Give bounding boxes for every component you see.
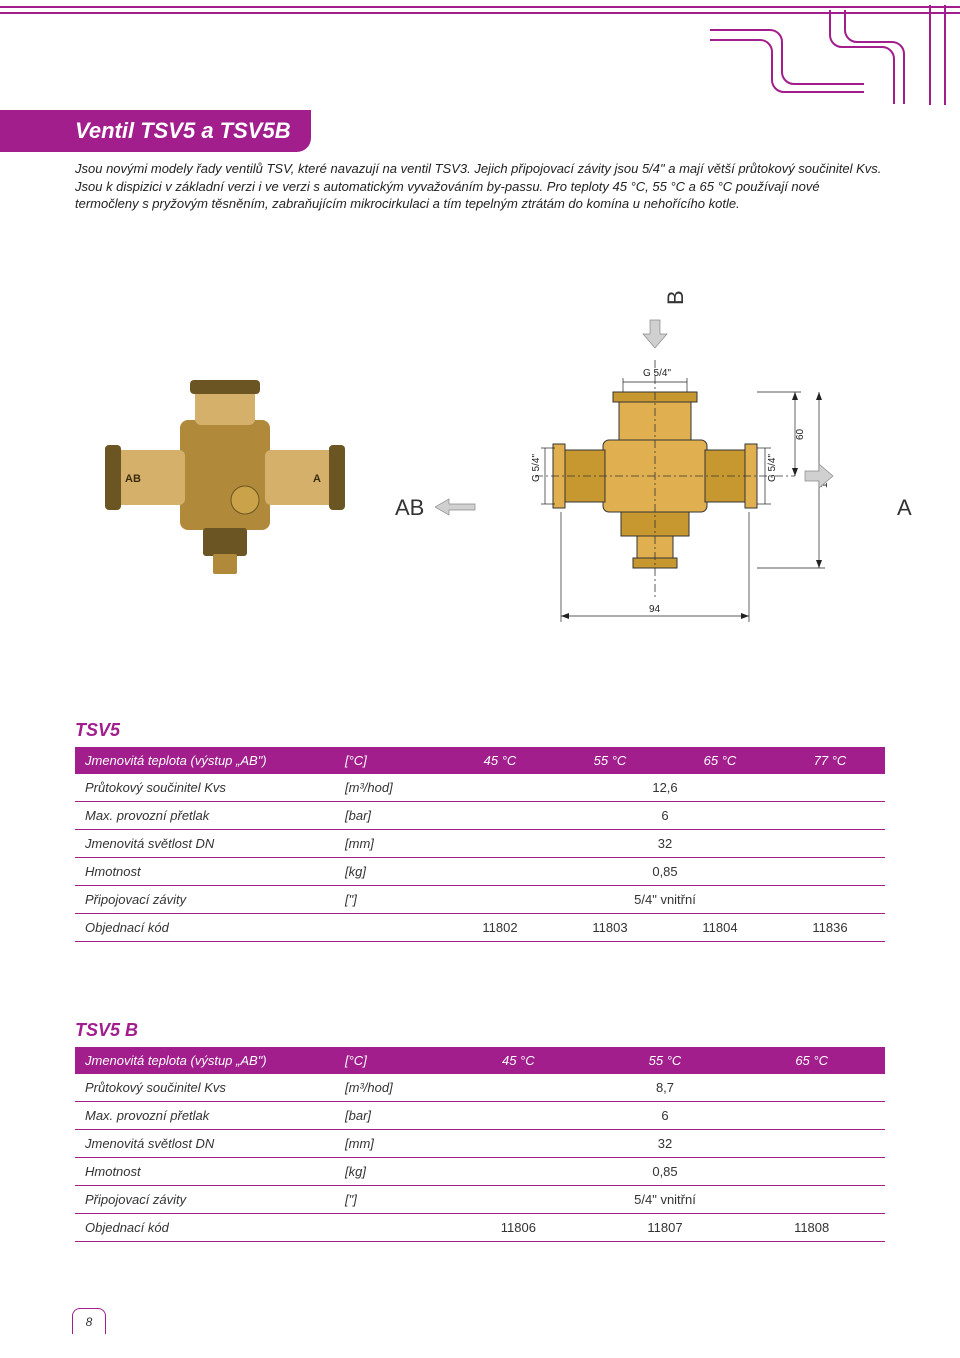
table-row: Hmotnost[kg]0,85 bbox=[75, 858, 885, 886]
figure-area: AB A AB B A G 5/4" bbox=[75, 290, 885, 670]
tsv5b-header-row: Jmenovitá teplota (výstup „AB") [°C] 45 … bbox=[75, 1047, 885, 1074]
tsv5b-title: TSV5 B bbox=[75, 1020, 885, 1041]
tsv5-title: TSV5 bbox=[75, 720, 885, 741]
header-temp: 45 °C bbox=[445, 1047, 592, 1074]
header-unit: [°C] bbox=[335, 1047, 445, 1074]
thread-left-label: G 5/4" bbox=[531, 454, 542, 482]
thread-top-label: G 5/4" bbox=[643, 368, 671, 379]
table-row: Hmotnost[kg]0,85 bbox=[75, 1158, 885, 1186]
header-label: Jmenovitá teplota (výstup „AB") bbox=[75, 1047, 335, 1074]
header-unit: [°C] bbox=[335, 747, 445, 774]
dim-94: 94 bbox=[649, 604, 661, 615]
header-temp: 77 °C bbox=[775, 747, 885, 774]
valve-photo: AB A bbox=[85, 350, 365, 600]
tsv5b-table: Jmenovitá teplota (výstup „AB") [°C] 45 … bbox=[75, 1047, 885, 1242]
table-row: Připojovací závity["]5/4" vnitřní bbox=[75, 1186, 885, 1214]
table-row-order: Objednací kód 11802 11803 11804 11836 bbox=[75, 914, 885, 942]
corner-pattern-icon bbox=[700, 0, 960, 120]
table-row: Jmenovitá světlost DN[mm]32 bbox=[75, 830, 885, 858]
table-row: Max. provozní přetlak[bar]6 bbox=[75, 802, 885, 830]
arrow-left-icon bbox=[435, 495, 479, 519]
thread-right-label: G 5/4" bbox=[767, 454, 778, 482]
header-temp: 55 °C bbox=[592, 1047, 739, 1074]
table-row: Připojovací závity["]5/4" vnitřní bbox=[75, 886, 885, 914]
dim-60: 60 bbox=[795, 428, 806, 440]
tsv5-header-row: Jmenovitá teplota (výstup „AB") [°C] 45 … bbox=[75, 747, 885, 774]
header-temp: 65 °C bbox=[738, 1047, 885, 1074]
table-row: Max. provozní přetlak[bar]6 bbox=[75, 1102, 885, 1130]
tsv5-table: Jmenovitá teplota (výstup „AB") [°C] 45 … bbox=[75, 747, 885, 942]
svg-text:A: A bbox=[313, 473, 321, 485]
page-number: 8 bbox=[72, 1308, 106, 1334]
port-ab-label: AB bbox=[395, 495, 424, 521]
valve-technical-drawing: G 5/4" G 5/4" G 5/4" bbox=[495, 300, 845, 660]
table-row: Jmenovitá světlost DN[mm]32 bbox=[75, 1130, 885, 1158]
table-row-order: Objednací kód 11806 11807 11808 bbox=[75, 1214, 885, 1242]
header-temp: 55 °C bbox=[555, 747, 665, 774]
top-decor bbox=[0, 0, 960, 100]
page-title: Ventil TSV5 a TSV5B bbox=[0, 110, 311, 152]
header-temp: 65 °C bbox=[665, 747, 775, 774]
tsv5b-table-block: TSV5 B Jmenovitá teplota (výstup „AB") [… bbox=[75, 1020, 885, 1242]
svg-text:AB: AB bbox=[125, 473, 141, 485]
header-temp: 45 °C bbox=[445, 747, 555, 774]
tsv5-table-block: TSV5 Jmenovitá teplota (výstup „AB") [°C… bbox=[75, 720, 885, 942]
table-row: Průtokový součinitel Kvs[m³/hod]8,7 bbox=[75, 1074, 885, 1102]
port-a-label: A bbox=[897, 495, 912, 521]
intro-paragraph: Jsou novými modely řady ventilů TSV, kte… bbox=[75, 160, 885, 213]
table-row: Průtokový součinitel Kvs[m³/hod]12,6 bbox=[75, 774, 885, 802]
header-label: Jmenovitá teplota (výstup „AB") bbox=[75, 747, 335, 774]
